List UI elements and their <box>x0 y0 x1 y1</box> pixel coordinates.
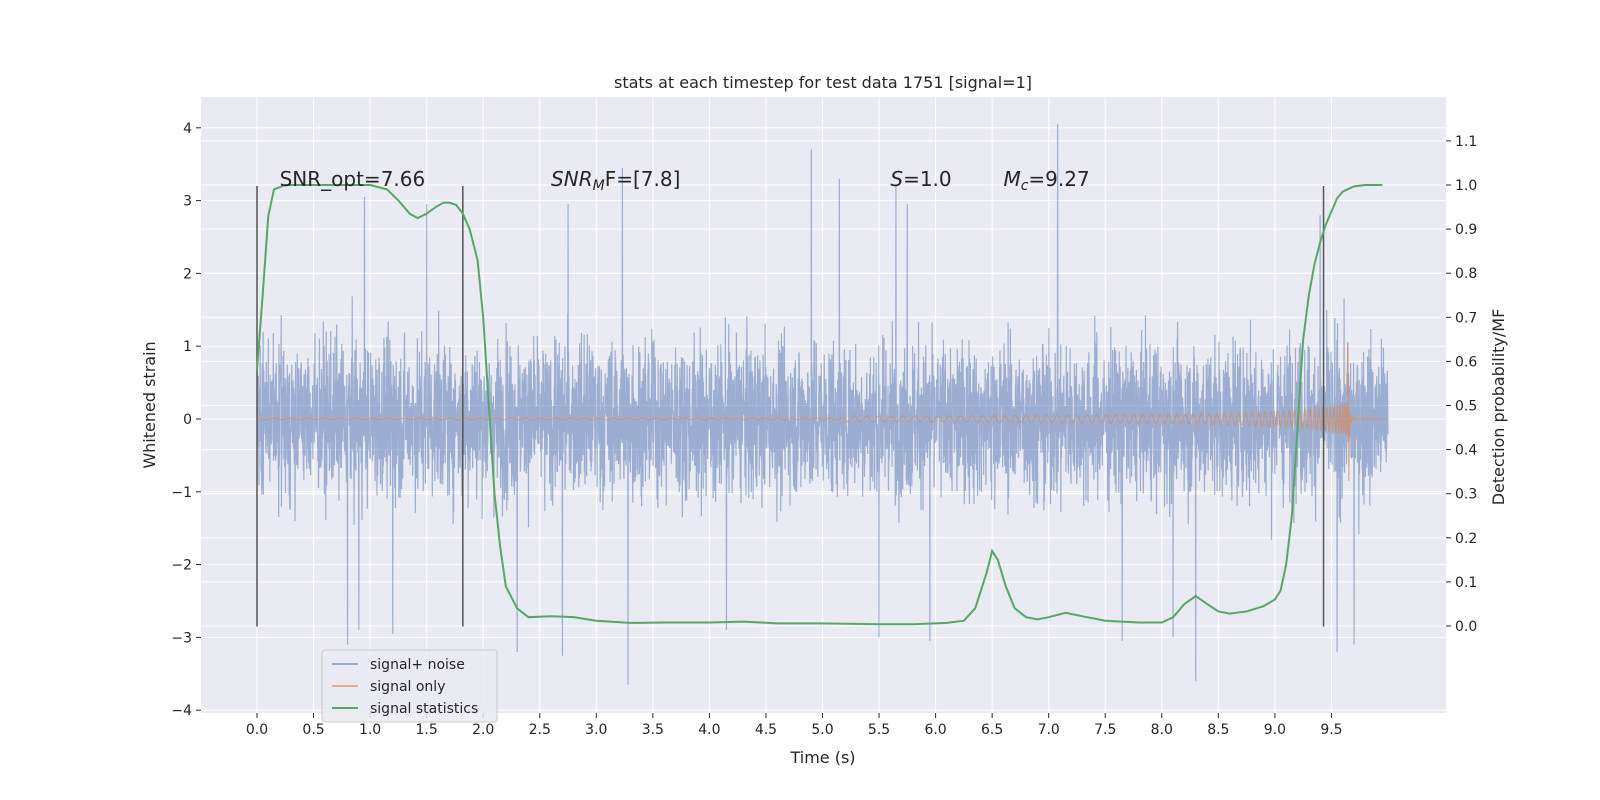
y-right-tick-label: 0.0 <box>1455 619 1477 635</box>
annotation-2-rest: =1.0 <box>903 167 952 191</box>
annotation-3-rest: =9.27 <box>1028 167 1089 191</box>
y-right-tick-label: 1.0 <box>1455 178 1477 194</box>
y-right-tick-label: 0.6 <box>1455 354 1477 370</box>
x-tick-label: 9.5 <box>1320 722 1342 738</box>
signal-statistics-line <box>256 184 1383 626</box>
legend-label-2: signal statistics <box>370 701 478 717</box>
y-right-axis-label: Detection probability/MF <box>1489 309 1508 506</box>
annotation-2-main: S <box>890 167 903 191</box>
x-tick-label: 2.0 <box>472 722 494 738</box>
x-tick-label: 7.5 <box>1094 722 1116 738</box>
y-right-tick-label: 0.4 <box>1455 443 1477 459</box>
signal-statistics-series <box>256 184 1383 626</box>
x-tick-label: 5.5 <box>868 722 890 738</box>
x-tick-label: 4.0 <box>698 722 720 738</box>
vertical-marker-lines <box>256 186 1325 627</box>
legend-label-1: signal only <box>370 679 445 695</box>
annotation-0-main: SNR_opt=7.66 <box>280 167 426 191</box>
annotation-1-main: SNR <box>551 167 593 191</box>
annotation-1-rest: F=[7.8] <box>605 167 681 191</box>
x-tick-label: 1.0 <box>359 722 381 738</box>
y-tick-label: 2 <box>183 266 192 282</box>
legend-label-0: signal+ noise <box>370 657 465 673</box>
annotation-3: Mc=9.27 <box>1003 167 1089 194</box>
y-tick-label: 3 <box>183 194 192 210</box>
annotation-1: SNRMF=[7.8] <box>551 167 680 194</box>
x-tick-label: 6.5 <box>981 722 1003 738</box>
y-tick-label: 0 <box>183 412 192 428</box>
annotation-3-sub: c <box>1021 178 1029 194</box>
x-tick-label: 3.5 <box>642 722 664 738</box>
y-right-tick-label: 0.3 <box>1455 487 1477 503</box>
x-tick-label: 0.5 <box>302 722 324 738</box>
y-tick-label: −2 <box>171 558 192 574</box>
signal-only-series <box>257 342 1388 481</box>
signal-only-line <box>257 342 1388 481</box>
chart-title: stats at each timestep for test data 175… <box>614 73 1032 92</box>
y-tick-label: 4 <box>183 121 192 137</box>
x-tick-label: 3.0 <box>585 722 607 738</box>
x-tick-label: 6.0 <box>924 722 946 738</box>
y-right-tick-label: 0.8 <box>1455 266 1477 282</box>
x-tick-label: 8.5 <box>1207 722 1229 738</box>
x-axis-label: Time (s) <box>789 748 855 767</box>
y-right-tick-label: 0.7 <box>1455 310 1477 326</box>
y-right-tick-label: 1.1 <box>1455 134 1477 150</box>
y-right-tick-label: 0.1 <box>1455 575 1477 591</box>
x-tick-label: 4.5 <box>755 722 777 738</box>
x-tick-label: 1.5 <box>416 722 438 738</box>
annotation-3-main: M <box>1003 167 1020 191</box>
y-tick-label: −3 <box>171 630 192 646</box>
annotations: SNR_opt=7.66 SNRMF=[7.8] S=1.0 Mc=9.27 <box>280 167 1090 194</box>
y-axis-label: Whitened strain <box>140 341 159 468</box>
x-tick-label: 9.0 <box>1264 722 1286 738</box>
signal-noise-line <box>256 124 1389 685</box>
legend: signal+ noise signal only signal statistic… <box>321 649 498 723</box>
x-tick-label: 0.0 <box>246 722 268 738</box>
annotation-2: S=1.0 <box>890 167 951 191</box>
legend-box <box>321 649 498 723</box>
annotation-1-sub: M <box>593 178 605 194</box>
x-tick-label: 7.0 <box>1038 722 1060 738</box>
x-tick-label: 2.5 <box>529 722 551 738</box>
x-tick-label: 5.0 <box>811 722 833 738</box>
x-tick-label: 8.0 <box>1151 722 1173 738</box>
y-tick-label: 1 <box>183 339 192 355</box>
y-right-tick-label: 0.5 <box>1455 399 1477 415</box>
axes: 0.0 0.5 1.0 1.5 2.0 2.5 3.0 3.5 4.0 4.5 5.0 5.5 6.0 6… <box>171 121 1477 738</box>
y-tick-label: −4 <box>171 703 192 719</box>
annotation-0: SNR_opt=7.66 <box>280 167 426 191</box>
signal-noise-series <box>256 124 1389 685</box>
y-right-tick-label: 0.9 <box>1455 222 1477 238</box>
y-right-tick-label: 0.2 <box>1455 531 1477 547</box>
y-tick-label: −1 <box>171 485 192 501</box>
